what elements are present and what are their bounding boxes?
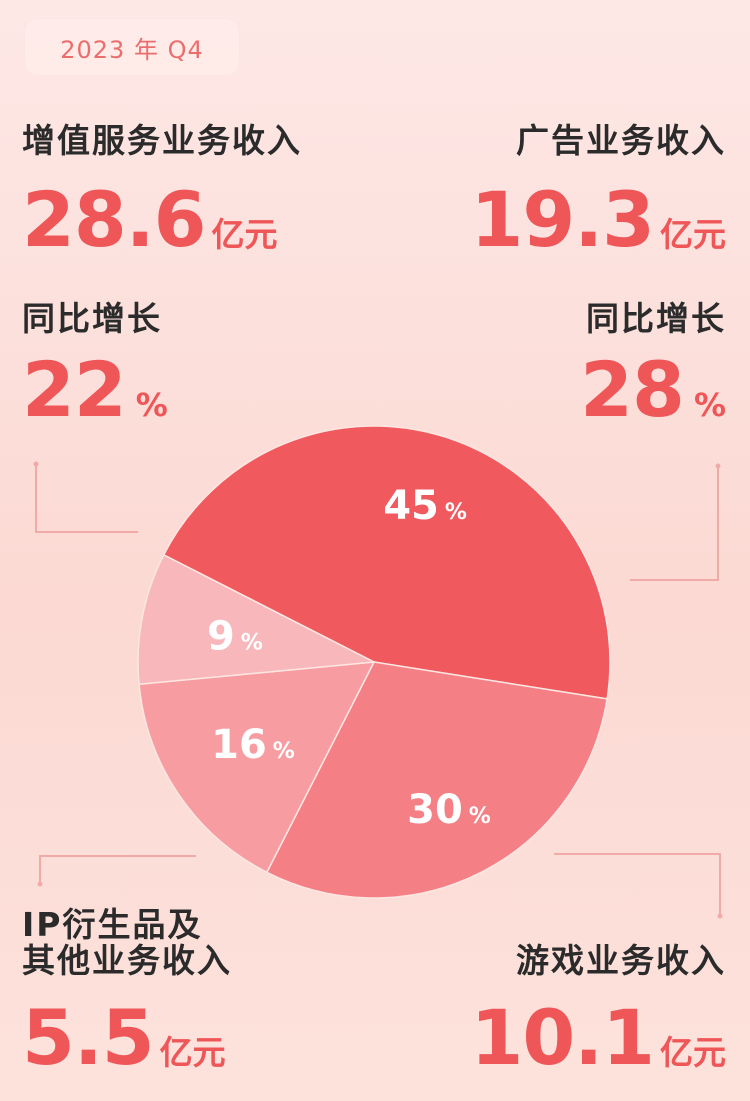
- period-label: 2023 年 Q4: [60, 35, 204, 64]
- connector-ip-dot: [37, 881, 43, 887]
- vas-growth-amount: 22: [22, 345, 127, 434]
- ad-revenue-label: 广告业务收入: [516, 121, 726, 160]
- vas-revenue-label: 增值服务业务收入: [22, 121, 302, 160]
- ip-revenue-value: 5.5 亿元: [22, 1000, 226, 1076]
- connector-game-dot: [717, 913, 723, 919]
- vas-growth-value: 22%: [22, 352, 168, 428]
- ad-revenue-unit: 亿元: [660, 215, 726, 254]
- connector-vas-dot: [33, 461, 39, 467]
- period-badge: 2023 年 Q4: [24, 18, 240, 76]
- vas-growth-label: 同比增长: [22, 299, 162, 338]
- pie-slice-ad: [265, 661, 608, 899]
- ip-revenue-label-line1: IP衍生品及: [22, 905, 203, 944]
- game-revenue-label: 游戏业务收入: [516, 941, 726, 980]
- ad-revenue-value: 19.3 亿元: [470, 182, 726, 258]
- ad-growth-unit: %: [693, 386, 726, 424]
- connector-game: [554, 853, 721, 916]
- ad-growth-label: 同比增长: [586, 299, 726, 338]
- ad-growth-amount: 28: [580, 345, 685, 434]
- ip-revenue-unit: 亿元: [159, 1033, 226, 1072]
- vas-revenue-value: 28.6 亿元: [22, 182, 278, 258]
- vas-revenue-amount: 28.6: [22, 175, 207, 264]
- game-revenue-value: 10.1 亿元: [470, 1000, 726, 1076]
- vas-growth-unit: %: [135, 386, 168, 424]
- vas-revenue-unit: 亿元: [211, 215, 278, 254]
- connector-vas: [35, 464, 138, 533]
- connector-ad-dot: [715, 463, 721, 469]
- pie-slice-vas: [162, 425, 611, 700]
- pie-label-vas: 45%: [383, 483, 467, 529]
- connector-ad: [630, 466, 719, 581]
- ad-revenue-amount: 19.3: [470, 175, 655, 264]
- connector-ip: [39, 855, 196, 884]
- ip-revenue-amount: 5.5: [22, 993, 155, 1082]
- pie-slice-game: [138, 661, 376, 874]
- pie-label-ad: 30%: [407, 787, 491, 833]
- ip-revenue-label-line2: 其他业务收入: [22, 941, 232, 980]
- pie-slice-ip: [137, 553, 377, 686]
- game-revenue-amount: 10.1: [470, 993, 655, 1082]
- game-revenue-unit: 亿元: [660, 1033, 726, 1072]
- ad-growth-value: 28%: [580, 352, 726, 428]
- pie-label-game: 16%: [211, 722, 295, 768]
- pie-label-ip: 9%: [207, 613, 263, 659]
